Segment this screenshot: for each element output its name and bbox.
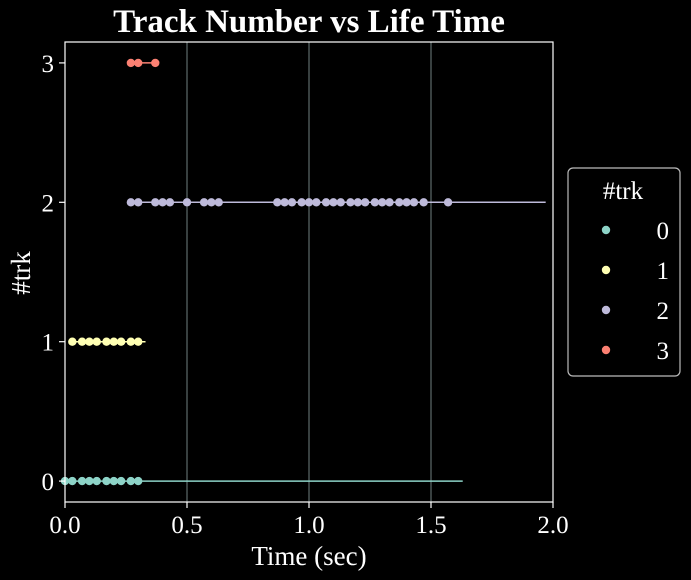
y-axis-label: #trk (6, 251, 36, 295)
data-point (109, 337, 119, 346)
legend-entry-1: 1 (601, 258, 670, 285)
data-point (360, 198, 370, 207)
legend-entry-0: 0 (601, 218, 670, 245)
data-point (126, 476, 136, 486)
data-point (165, 198, 175, 207)
x-tick-label: 1.5 (415, 512, 446, 539)
series-1 (68, 337, 146, 346)
x-axis-ticks: 0.0 0.5 1.0 1.5 2.0 (49, 502, 569, 539)
data-point (158, 198, 167, 207)
data-point (151, 58, 160, 68)
x-tick-label: 2.0 (537, 512, 568, 539)
y-tick-label: 0 (42, 469, 55, 496)
data-point (214, 198, 223, 207)
legend-label: 3 (657, 338, 670, 365)
data-point (207, 198, 216, 207)
data-point (134, 476, 143, 486)
data-point (336, 198, 345, 207)
y-tick-label: 3 (42, 51, 55, 78)
legend-marker (601, 225, 611, 235)
series-3 (126, 58, 160, 68)
legend-frame (567, 167, 681, 377)
data-point (321, 198, 331, 207)
data-point (77, 476, 87, 486)
data-point (68, 476, 77, 486)
data-point (92, 337, 101, 346)
legend-marker (601, 345, 611, 355)
data-point (409, 198, 419, 207)
data-point (134, 58, 143, 68)
data-point (287, 198, 297, 207)
data-point (280, 198, 289, 207)
data-point (370, 198, 380, 207)
data-point (273, 198, 282, 207)
data-point (199, 198, 209, 207)
legend-label: 0 (657, 218, 670, 245)
data-point (126, 337, 136, 346)
x-tick-label: 0.5 (171, 512, 202, 539)
data-point (92, 476, 101, 486)
chart-title: Track Number vs Life Time (113, 4, 505, 40)
data-point (353, 198, 362, 207)
y-axis-ticks: 0 1 2 3 (42, 51, 65, 496)
data-point (297, 198, 306, 207)
data-point (116, 337, 126, 346)
data-point (329, 198, 338, 207)
data-point (182, 198, 192, 207)
data-point (419, 198, 428, 207)
data-point (116, 476, 126, 486)
data-point (134, 198, 143, 207)
legend-title: #trk (603, 178, 644, 205)
x-axis-label: Time (sec) (251, 541, 366, 571)
data-point (304, 198, 314, 207)
data-point (85, 476, 94, 486)
legend-entry-2: 2 (601, 298, 670, 325)
legend-marker (601, 305, 611, 315)
series-2 (126, 198, 546, 207)
y-tick-label: 2 (42, 190, 55, 217)
data-point (102, 337, 111, 346)
data-point (126, 198, 136, 207)
data-point (443, 198, 453, 207)
data-point (385, 198, 394, 207)
data-point (126, 58, 136, 68)
data-point (109, 476, 119, 486)
data-point (151, 198, 160, 207)
data-point (346, 198, 355, 207)
legend: #trk 0 1 2 3 (567, 167, 681, 377)
legend-marker (601, 265, 611, 275)
data-point (68, 337, 77, 346)
grid (186, 42, 432, 502)
y-tick-label: 1 (42, 330, 55, 357)
data-point (312, 198, 321, 207)
legend-entry-3: 3 (601, 338, 670, 365)
plot-series (60, 58, 546, 486)
data-point (402, 198, 411, 207)
data-point (102, 476, 111, 486)
data-point (395, 198, 404, 207)
legend-label: 1 (657, 258, 670, 285)
legend-entries: 0 1 2 3 (601, 218, 670, 365)
data-point (134, 337, 143, 346)
legend-label: 2 (657, 298, 670, 325)
data-point (378, 198, 387, 207)
series-0 (60, 476, 463, 486)
data-point (77, 337, 87, 346)
data-point (85, 337, 94, 346)
x-tick-label: 1.0 (293, 512, 324, 539)
x-tick-label: 0.0 (49, 512, 80, 539)
